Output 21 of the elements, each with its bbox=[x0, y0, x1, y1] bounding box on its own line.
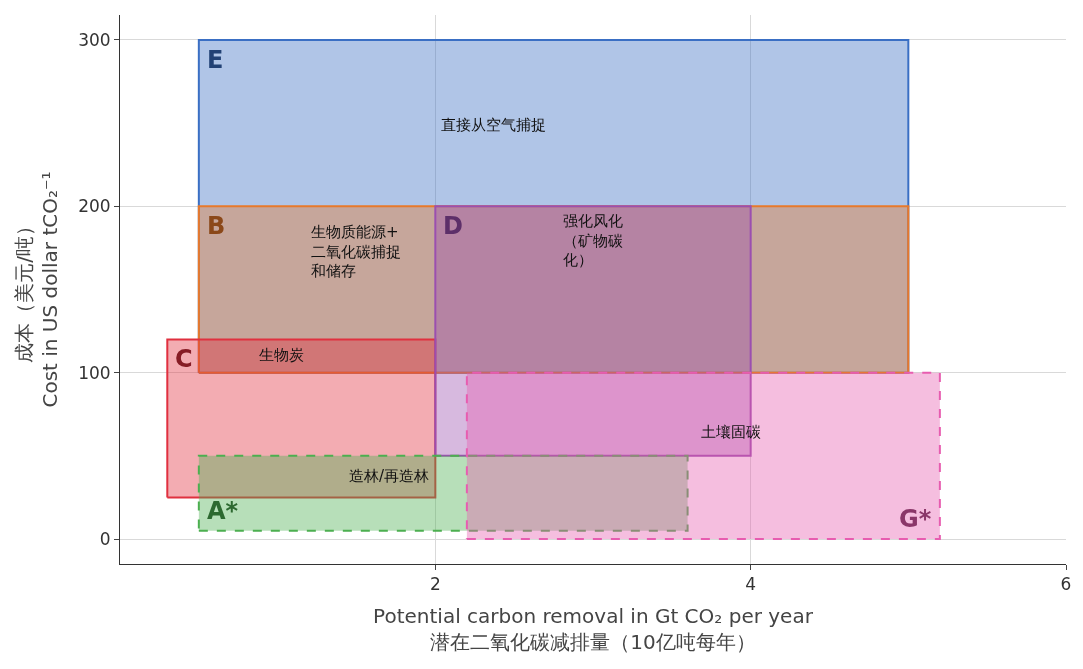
y-tick-label: 200 bbox=[78, 196, 111, 217]
y-axis-title: 成本（美元/吨） Cost in US dollar tCO₂⁻¹ bbox=[11, 171, 62, 408]
series-label: E bbox=[207, 46, 224, 74]
y-tick-label: 100 bbox=[78, 362, 111, 383]
series-label: A* bbox=[207, 497, 239, 525]
x-axis-title: Potential carbon removal in Gt CO₂ per year 潜在二氧化碳减排量（10亿吨每年） bbox=[373, 603, 814, 654]
x-tick-label: 6 bbox=[1060, 574, 1072, 595]
x-tick-label: 2 bbox=[429, 574, 441, 595]
x-tick-label: 4 bbox=[745, 574, 757, 595]
annotation: 直接从空气捕捉 bbox=[441, 116, 546, 134]
annotation: 生物炭 bbox=[259, 346, 304, 364]
y-tick-label: 0 bbox=[99, 529, 111, 549]
annotation: 土壤固碳 bbox=[701, 423, 761, 441]
annotation: 造林/再造林 bbox=[349, 467, 430, 485]
y-tick-label: 300 bbox=[78, 29, 111, 50]
annotation: 生物质能源+二氧化碳捕捉和储存 bbox=[311, 223, 401, 280]
series-label: C bbox=[175, 345, 193, 373]
series-label: D bbox=[443, 212, 463, 240]
annotation: 强化风化（矿物碳化） bbox=[563, 212, 623, 269]
series-label: B bbox=[207, 212, 226, 240]
series-label: G* bbox=[899, 505, 932, 533]
